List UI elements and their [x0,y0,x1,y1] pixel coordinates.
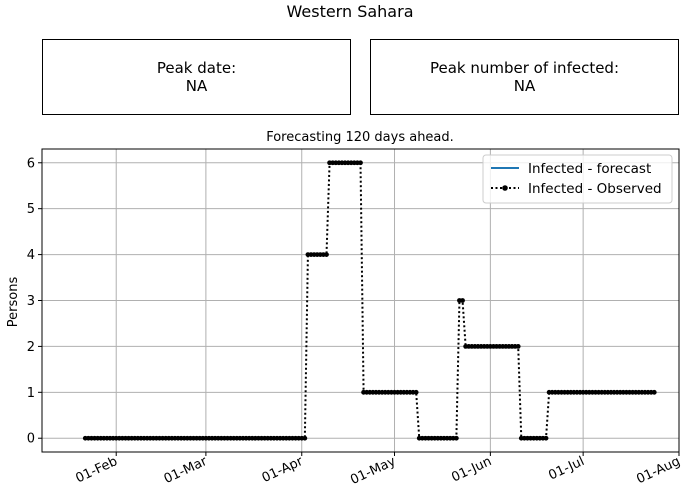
x-tick-label: 01-Jun [449,454,494,485]
peak-date-value: NA [185,77,208,95]
peak-infected-box: Peak number of infected: NA [370,39,679,115]
peak-infected-label: Peak number of infected: [429,59,620,77]
legend-observed-marker [502,185,508,191]
y-axis-label: Persons [6,277,21,328]
y-tick-label: 4 [27,248,35,263]
observed-point [515,344,521,349]
observed-point [413,389,419,395]
y-tick-label: 0 [27,432,35,447]
y-tick-label: 2 [27,340,35,355]
x-tick-label: 01-May [348,454,398,488]
x-tick-label: 01-Feb [73,454,119,486]
observed-point [453,435,459,441]
x-tick-label: 01-Mar [162,454,210,487]
peak-infected-value: NA [513,77,536,95]
x-tick-label: 01-Apr [260,454,306,486]
observed-point [358,160,363,166]
legend-forecast-label: Infected - forecast [528,161,651,177]
x-tick-label: 01-Aug [634,454,682,487]
legend-box [482,154,673,204]
y-tick-label: 3 [27,294,35,309]
chart-title: Forecasting 120 days ahead. [266,130,454,145]
observed-point [302,435,308,441]
observed-point [543,435,549,441]
observed-point [651,389,657,395]
x-tick-label: 01-Jul [546,454,586,484]
legend-observed-label: Infected - Observed [528,181,662,197]
peak-date-label: Peak date: [156,59,237,77]
y-tick-label: 1 [27,386,35,401]
observed-point [324,252,329,257]
page-title: Western Sahara [286,2,414,21]
y-tick-label: 6 [27,156,35,171]
peak-date-box: Peak date: NA [42,39,351,115]
plot-frame [41,148,680,453]
observed-point [460,298,465,303]
y-tick-label: 5 [27,202,35,217]
